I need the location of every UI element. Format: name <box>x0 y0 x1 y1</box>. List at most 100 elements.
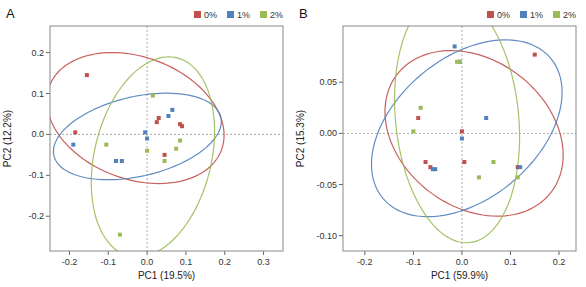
point <box>533 53 537 57</box>
panel-title: B <box>299 6 308 21</box>
y-tick <box>46 216 50 217</box>
point <box>174 147 178 151</box>
point <box>163 159 167 163</box>
point <box>431 167 435 171</box>
x-tick <box>510 251 511 255</box>
panel: -0.2-0.10.00.10.2-0.10-0.050.000.05PC1 (… <box>295 0 576 281</box>
y-axis-label: PC2 (15.3%) <box>295 110 306 167</box>
y-tick-label: 0.0 <box>31 129 44 139</box>
point <box>416 116 420 120</box>
panel: -0.2-0.10.00.10.20.3-0.2-0.10.00.10.2PC1… <box>2 6 283 281</box>
point <box>460 129 464 133</box>
point <box>518 165 522 169</box>
y-tick-label: -0.05 <box>316 180 337 190</box>
legend-swatch <box>194 11 201 18</box>
legend-item: 2% <box>260 10 283 20</box>
y-tick <box>46 93 50 94</box>
x-tick-label: 0.1 <box>180 257 193 267</box>
x-axis-label: PC1 (19.5%) <box>138 270 195 281</box>
x-tick <box>69 251 70 255</box>
point <box>155 120 159 124</box>
x-tick-label: 0.0 <box>456 257 469 267</box>
point <box>462 160 466 164</box>
point <box>145 149 149 153</box>
x-tick-label: 0.3 <box>257 257 270 267</box>
plot-frame <box>343 26 576 251</box>
x-tick-label: -0.1 <box>406 257 422 267</box>
y-tick <box>46 175 50 176</box>
figure: -0.2 -0.1 0.0 0.1 0.2 0.3 -0.2 -0.1 0.0 0.1 0.2 PC1… <box>0 0 586 287</box>
legend-swatch <box>487 11 494 18</box>
point <box>166 114 170 118</box>
legend-swatch <box>553 11 560 18</box>
y-tick-label: -0.10 <box>316 231 337 241</box>
x-tick <box>108 251 109 255</box>
x-tick-label: -0.2 <box>357 257 373 267</box>
legend-swatch <box>520 11 527 18</box>
y-tick <box>339 184 343 185</box>
legend-swatch <box>227 11 234 18</box>
x-tick <box>185 251 186 255</box>
point <box>170 108 174 112</box>
legend-label: 1% <box>237 10 250 20</box>
legend-label: 0% <box>204 10 217 20</box>
ellipse <box>372 40 563 217</box>
x-tick <box>413 251 414 255</box>
legend-item: 1% <box>227 10 250 20</box>
plot-area <box>50 26 283 251</box>
legend-item: 0% <box>487 10 510 20</box>
legend-swatch <box>260 11 267 18</box>
x-tick-label: 0.0 <box>141 257 154 267</box>
ellipse <box>53 93 221 180</box>
legend-label: 2% <box>270 10 283 20</box>
y-tick-label: 0.2 <box>31 48 44 58</box>
y-tick <box>46 134 50 135</box>
y-tick-label: -0.2 <box>28 211 44 221</box>
point <box>424 160 428 164</box>
y-tick <box>339 133 343 134</box>
point <box>145 137 149 141</box>
marks <box>343 26 576 251</box>
point <box>419 106 423 110</box>
point <box>104 143 108 147</box>
point <box>455 60 459 64</box>
point <box>453 44 457 48</box>
x-tick-label: -0.1 <box>100 257 116 267</box>
reference-line <box>50 134 283 135</box>
point <box>151 94 155 98</box>
x-tick <box>559 251 560 255</box>
x-tick-label: 0.1 <box>504 257 517 267</box>
point <box>71 143 75 147</box>
x-tick-label: 0.2 <box>553 257 566 267</box>
ellipse <box>91 57 214 251</box>
point <box>178 139 182 143</box>
point <box>73 130 77 134</box>
point <box>460 137 464 141</box>
legend-label: 2% <box>563 10 576 20</box>
legend-item: 2% <box>553 10 576 20</box>
y-tick <box>339 235 343 236</box>
x-tick-label: 0.2 <box>218 257 231 267</box>
point <box>118 233 122 237</box>
y-tick-label: -0.1 <box>28 170 44 180</box>
legend-item: 1% <box>520 10 543 20</box>
ellipse <box>385 51 563 217</box>
point <box>484 116 488 120</box>
x-axis-label: PC1 (59.9%) <box>431 270 488 281</box>
point <box>120 159 124 163</box>
point <box>163 153 167 157</box>
x-tick <box>364 251 365 255</box>
marks <box>50 26 283 251</box>
point <box>477 175 481 179</box>
y-tick <box>46 52 50 53</box>
legend: 0% 1% 2% <box>487 10 576 20</box>
point <box>157 116 161 120</box>
x-tick-label: -0.2 <box>62 257 78 267</box>
point <box>143 130 147 134</box>
y-tick <box>339 82 343 83</box>
y-axis-label: PC2 (12.2%) <box>2 110 13 167</box>
point <box>114 159 118 163</box>
y-tick-label: 0.05 <box>319 77 337 87</box>
legend-label: 1% <box>530 10 543 20</box>
plot-frame <box>50 26 283 251</box>
